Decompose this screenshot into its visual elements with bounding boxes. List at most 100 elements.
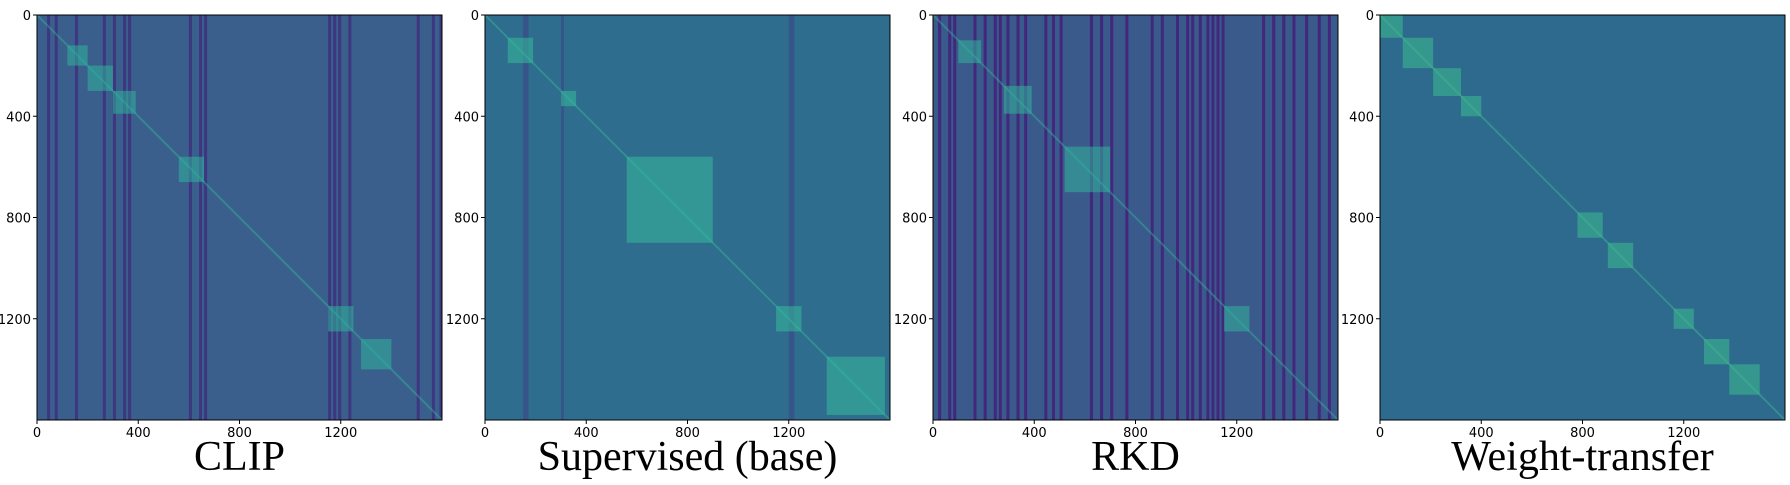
heatmap-block [1704, 339, 1730, 365]
x-tick-label: 1200 [324, 426, 357, 441]
heatmap-block [361, 339, 392, 370]
heatmap-dark-column [128, 15, 132, 420]
heatmap-dark-column [1006, 15, 1010, 420]
heatmap-dark-column [1176, 15, 1180, 420]
y-tick-label: 800 [902, 212, 927, 227]
heatmap-dark-column [1198, 15, 1202, 420]
heatmap-dark-column [1206, 15, 1210, 420]
x-tick-label: 400 [1022, 426, 1047, 441]
heatmap-block [1461, 96, 1482, 117]
heatmap-dark-column [1292, 15, 1296, 420]
heatmap-dark-column [416, 15, 420, 420]
heatmap-block [507, 37, 534, 64]
heatmap-dark-column [1089, 15, 1093, 420]
heatmap-dark-column [1211, 15, 1215, 420]
x-tick-label: 1200 [1220, 426, 1253, 441]
heatmap-dark-column [74, 15, 79, 420]
heatmap-dark-column [525, 15, 529, 420]
heatmap-dark-column [948, 15, 952, 420]
heatmap-dark-column [1305, 15, 1309, 420]
heatmap-dark-column [1317, 15, 1321, 420]
heatmap-dark-column [1186, 15, 1190, 420]
heatmap-block [1402, 37, 1434, 69]
heatmap-block [112, 90, 136, 114]
heatmap-dark-column [993, 15, 997, 420]
x-tick-label: 1200 [772, 426, 805, 441]
heatmap-dark-column [1150, 15, 1154, 420]
heatmap-block [776, 306, 802, 332]
heatmap-area [1380, 15, 1785, 420]
heatmap-block [958, 40, 982, 64]
y-tick-label: 400 [902, 110, 927, 125]
x-tick-label: 1200 [1667, 426, 1700, 441]
y-tick-label: 400 [454, 110, 479, 125]
heatmap-dark-column [1100, 15, 1104, 420]
heatmap-dark-column [1016, 15, 1020, 420]
y-tick-label: 1200 [446, 313, 479, 328]
heatmap-dark-column [102, 15, 106, 420]
y-tick-label: 0 [23, 9, 31, 24]
heatmap-dark-column [439, 15, 442, 420]
heatmap-block [1673, 308, 1694, 329]
heatmap-dark-column [973, 15, 977, 420]
heatmap-dark-column [47, 15, 51, 420]
y-tick-label: 1200 [894, 313, 927, 328]
x-tick-label: 800 [227, 426, 252, 441]
heatmap-area [933, 15, 1338, 420]
heatmap-dark-column [1110, 15, 1114, 420]
x-tick-label: 400 [574, 426, 599, 441]
heatmap-dark-column [938, 15, 942, 420]
heatmap-dark-column [1191, 15, 1195, 420]
heatmap-block [560, 90, 577, 107]
heatmap-dark-column [953, 15, 957, 420]
panel-title: CLIP [194, 434, 285, 480]
heatmap-dark-column [791, 15, 795, 420]
heatmap-dark-column [112, 15, 116, 420]
x-tick-label: 0 [929, 426, 937, 441]
heatmap-block [826, 356, 885, 415]
y-tick-label: 0 [1366, 9, 1374, 24]
y-tick-label: 1200 [0, 313, 31, 328]
heatmap-dark-column [1051, 15, 1056, 420]
heatmap-dark-column [1282, 15, 1286, 420]
heatmap-dark-column [431, 15, 435, 420]
y-tick-label: 0 [919, 9, 927, 24]
heatmap-block [1224, 306, 1250, 332]
heatmap-block [67, 45, 88, 66]
x-tick-label: 400 [1469, 426, 1494, 441]
y-tick-label: 800 [1349, 212, 1374, 227]
y-tick-label: 1200 [1341, 313, 1374, 328]
panel-title: Supervised (base) [538, 434, 838, 480]
heatmap-dark-column [204, 15, 208, 420]
heatmap-dark-column [199, 15, 203, 420]
heatmap-dark-column [1221, 15, 1225, 420]
x-tick-label: 800 [675, 426, 700, 441]
heatmap-dark-column [1262, 15, 1266, 420]
heatmap-block [87, 65, 113, 91]
heatmap-dark-column [560, 15, 564, 420]
panel-title: RKD [1091, 434, 1180, 480]
y-tick-label: 400 [6, 110, 31, 125]
heatmap-block [626, 156, 713, 243]
heatmap-block [1003, 85, 1032, 114]
heatmap-block [328, 306, 354, 332]
y-tick-label: 800 [6, 212, 31, 227]
heatmap-dark-column [54, 15, 58, 420]
heatmap-dark-column [1327, 15, 1331, 420]
heatmap-dark-column [1272, 15, 1276, 420]
heatmap-dark-column [998, 15, 1002, 420]
heatmap-dark-column [1024, 15, 1028, 420]
heatmap-dark-column [1216, 15, 1220, 420]
heatmap-block [1380, 15, 1403, 38]
heatmap-dark-column [1160, 15, 1164, 420]
heatmap-dark-column [1044, 15, 1048, 420]
heatmap-diagonal [933, 15, 1338, 420]
panel-title: Weight-transfer [1451, 434, 1714, 480]
heatmap-area [37, 15, 442, 420]
heatmap-dark-column [348, 15, 352, 420]
heatmap-dark-column [1125, 15, 1129, 420]
heatmap-dark-column [123, 15, 127, 420]
